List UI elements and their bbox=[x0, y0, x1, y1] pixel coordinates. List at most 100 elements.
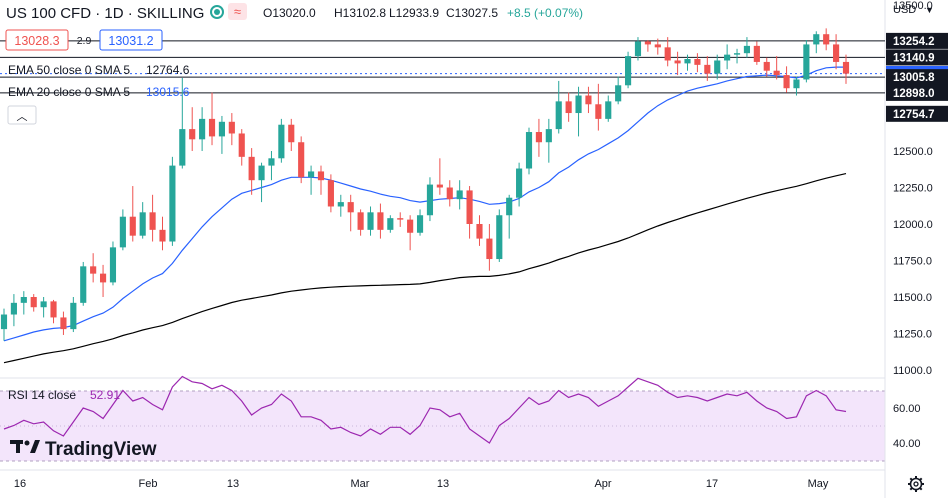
candle-body bbox=[624, 56, 632, 86]
buy-button[interactable] bbox=[99, 29, 163, 51]
candle-body bbox=[565, 101, 572, 114]
candle-body bbox=[387, 218, 394, 230]
candle-body bbox=[199, 118, 206, 140]
ema20-value: 13015.6 bbox=[146, 85, 190, 99]
candle-body bbox=[813, 34, 820, 45]
candle-body bbox=[496, 215, 503, 260]
candle-body bbox=[317, 171, 325, 181]
candle-body bbox=[793, 79, 800, 89]
market-status-dot bbox=[214, 9, 220, 15]
candle-body bbox=[298, 142, 305, 178]
rsi-axis-ticks: 60.00 40.00 bbox=[893, 403, 921, 450]
candle-body bbox=[535, 132, 542, 143]
price-axis-ticks: 13500.0 12500.0 12250.0 12000.0 11750.0 11500… bbox=[893, 0, 933, 377]
indicator-toggle-button[interactable] bbox=[228, 3, 247, 20]
ema50-label[interactable]: EMA 50 close 0 SMA 5 bbox=[8, 63, 130, 77]
spread-value: 2.9 bbox=[77, 35, 92, 47]
candle-body bbox=[149, 212, 156, 230]
candle-body bbox=[347, 202, 354, 213]
rsi-tick-label: 40.00 bbox=[893, 438, 921, 450]
rsi-label[interactable]: RSI 14 close bbox=[8, 388, 76, 402]
candle-body bbox=[278, 124, 285, 159]
candle-body bbox=[377, 212, 384, 230]
price-tick-label: 11750.0 bbox=[893, 256, 932, 268]
ema50-value: 12764.6 bbox=[146, 63, 190, 77]
candle-body bbox=[833, 44, 840, 62]
candle-body bbox=[90, 266, 97, 274]
candle-body bbox=[139, 212, 146, 236]
ema20-line bbox=[3, 66, 846, 342]
time-tick-label: 13 bbox=[227, 478, 239, 490]
ohlc-change: +8.5 (+0.07%) bbox=[507, 6, 583, 20]
candle-body bbox=[753, 45, 760, 62]
sell-button[interactable] bbox=[5, 29, 69, 51]
candle-body bbox=[169, 165, 176, 242]
time-tick-label: May bbox=[808, 478, 829, 490]
candle-body bbox=[70, 302, 77, 330]
candle-body bbox=[743, 45, 751, 54]
candle-body bbox=[60, 317, 67, 330]
candle-body bbox=[446, 187, 453, 200]
candle-body bbox=[644, 41, 651, 45]
candle-body bbox=[80, 266, 87, 303]
candle-body bbox=[605, 101, 612, 119]
candle-body bbox=[555, 101, 562, 130]
price-tag-bg bbox=[886, 32, 948, 49]
time-tick-label: 13 bbox=[437, 478, 449, 490]
collapse-legend-button[interactable] bbox=[7, 105, 37, 125]
candle-body bbox=[129, 216, 136, 236]
candle-body bbox=[248, 156, 255, 181]
time-tick-label: Feb bbox=[139, 478, 158, 490]
candle-body bbox=[208, 118, 216, 137]
candles bbox=[0, 28, 850, 341]
candle-body bbox=[803, 44, 810, 80]
candle-body bbox=[545, 129, 552, 143]
candle-body bbox=[119, 216, 126, 248]
ema20-label[interactable]: EMA 20 close 0 SMA 5 bbox=[8, 85, 130, 99]
candle-body bbox=[0, 314, 8, 330]
ohlc-high: H13102.8 bbox=[334, 6, 386, 20]
price-tick-label: 12000.0 bbox=[893, 219, 933, 231]
candle-body bbox=[506, 197, 513, 216]
candle-body bbox=[367, 212, 374, 230]
candle-body bbox=[288, 124, 295, 143]
candle-body bbox=[783, 75, 790, 89]
price-tag-bg bbox=[886, 69, 948, 86]
time-axis-ticks: 16 Feb 13 Mar 13 Apr 17 May bbox=[14, 478, 829, 490]
candle-body bbox=[308, 171, 315, 178]
candle-body bbox=[654, 44, 661, 48]
candle-body bbox=[258, 165, 265, 181]
price-tag-bg bbox=[886, 84, 948, 101]
price-tick-label: 11500.0 bbox=[893, 292, 932, 304]
candle-body bbox=[40, 301, 47, 308]
candle-body bbox=[456, 190, 463, 200]
rsi-tick-label: 60.00 bbox=[893, 403, 921, 415]
candle-body bbox=[773, 70, 780, 76]
candle-body bbox=[10, 302, 17, 315]
candle-body bbox=[674, 60, 681, 64]
time-tick-label: Apr bbox=[594, 478, 611, 490]
candle-body bbox=[714, 60, 721, 74]
candle-body bbox=[397, 218, 404, 220]
candle-body bbox=[327, 180, 334, 207]
candle-body bbox=[268, 158, 275, 166]
candle-body bbox=[179, 129, 186, 166]
chevron-up-icon: ︿ bbox=[17, 111, 28, 123]
candle-body bbox=[486, 238, 493, 260]
gear-icon[interactable] bbox=[908, 476, 924, 492]
currency-label[interactable]: USD bbox=[893, 4, 916, 16]
candle-body bbox=[426, 184, 434, 216]
candle-body bbox=[724, 54, 731, 61]
price-tick-label: 11250.0 bbox=[893, 329, 932, 341]
candle-body bbox=[50, 301, 57, 318]
time-tick-label: Mar bbox=[351, 478, 370, 490]
candle-body bbox=[99, 273, 107, 283]
ohlc-close: C13027.5 bbox=[446, 6, 498, 20]
candle-body bbox=[842, 61, 850, 74]
candle-body bbox=[407, 219, 414, 233]
candle-body bbox=[823, 34, 830, 45]
price-tag-label: 13005.8 bbox=[893, 72, 935, 84]
candle-body bbox=[159, 229, 166, 242]
price-tag-label: 13254.2 bbox=[893, 36, 935, 48]
candle-body bbox=[704, 64, 711, 74]
